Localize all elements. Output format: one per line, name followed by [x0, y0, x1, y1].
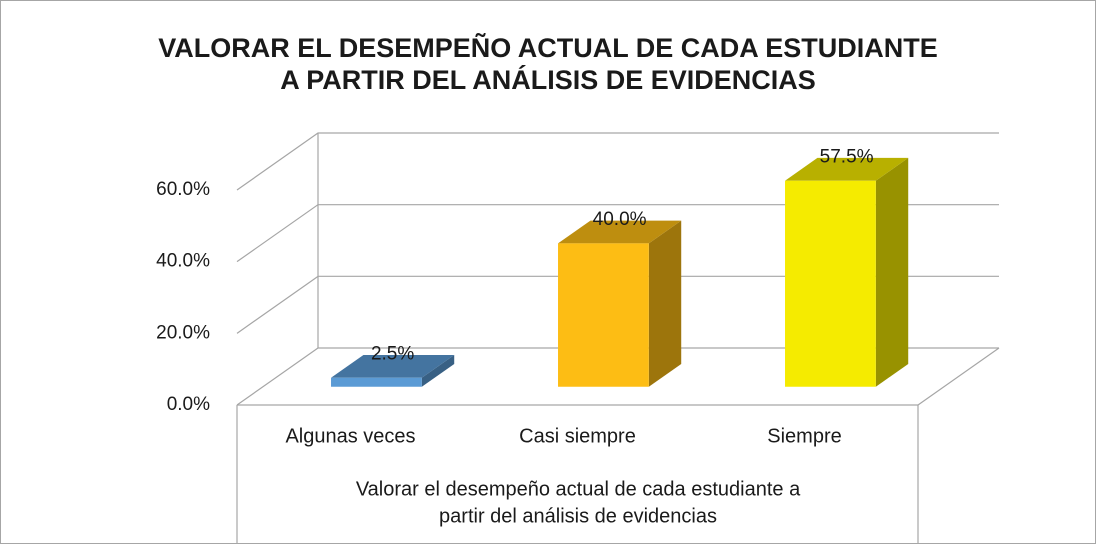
data-label: 57.5% — [820, 146, 874, 167]
bar — [331, 377, 422, 387]
data-label: 2.5% — [371, 343, 414, 364]
data-label: 40.0% — [593, 209, 647, 230]
bar-top — [785, 157, 909, 181]
x-tick-label: Casi siempre — [519, 425, 636, 447]
chart-title: VALORAR EL DESEMPEÑO ACTUAL DE CADA ESTU… — [158, 32, 938, 63]
bar-top — [558, 220, 682, 244]
y-tick-label: 20.0% — [156, 322, 210, 343]
x-tick-label: Siempre — [767, 425, 841, 447]
y-tick-label: 60.0% — [156, 179, 210, 200]
x-tick-label: Algunas veces — [285, 425, 415, 447]
bar — [785, 180, 876, 387]
grid-line — [236, 204, 999, 263]
x-axis-title: partir del análisis de evidencias — [439, 505, 717, 527]
x-axis-title: Valorar el desempeño actual de cada estu… — [356, 478, 801, 500]
grid-line — [236, 275, 999, 334]
chart-title: A PARTIR DEL ANÁLISIS DE EVIDENCIAS — [280, 64, 816, 95]
bar-side — [421, 355, 455, 387]
bar-top — [331, 355, 455, 378]
bar — [558, 243, 649, 387]
bar-side — [648, 220, 682, 387]
grid-line — [236, 347, 999, 406]
bar-side — [875, 157, 909, 387]
grid-line — [236, 132, 999, 191]
y-tick-label: 0.0% — [167, 394, 210, 415]
y-tick-label: 40.0% — [156, 251, 210, 272]
